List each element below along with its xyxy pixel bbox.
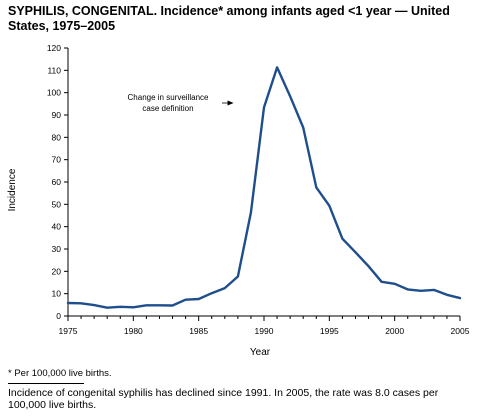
data-point [119,305,122,308]
y-axis-label: Incidence [7,168,18,211]
data-point [302,126,305,129]
data-point [328,204,331,207]
data-point [459,297,461,300]
data-point [236,275,239,278]
x-tick-label: 2000 [385,326,404,336]
chart-title: SYPHILIS, CONGENITAL. Incidence* among i… [8,4,450,33]
data-point [380,280,383,283]
y-tick-label: 20 [52,266,62,276]
data-point [354,251,357,254]
data-point [419,289,422,292]
data-point [367,265,370,268]
data-point [210,292,213,295]
data-point [145,304,148,307]
caption: Incidence of congenital syphilis has dec… [8,387,439,411]
data-point [158,304,161,307]
data-point [315,186,318,189]
data-point [197,298,200,300]
data-point [67,302,69,304]
x-axis-label: Year [250,347,271,358]
y-tick-label: 40 [52,222,62,232]
data-point [106,306,109,309]
data-point [393,282,396,285]
y-tick-label: 110 [47,65,61,75]
data-point [406,288,409,291]
data-point [432,288,435,291]
y-tick-label: 80 [52,132,62,142]
chart-series [66,66,462,309]
footnote-divider [8,383,84,384]
x-tick-label: 1995 [320,326,339,336]
y-tick-label: 120 [47,43,61,53]
x-tick-label: 1975 [59,326,78,336]
annotation-arrowhead [227,100,234,106]
data-point [223,287,226,289]
data-point [80,302,82,305]
chart-axes: 0 10 20 30 40 50 60 70 80 90 100 110 120 1975 1980 1985… [47,43,470,336]
y-tick-label: 100 [47,88,61,98]
x-tick-label: 1980 [124,326,143,336]
data-point [171,304,174,307]
data-point [289,95,292,98]
data-point [341,237,344,240]
data-point [250,211,252,214]
annotation-text: Change in surveillance [128,93,209,102]
y-tick-label: 90 [52,110,62,120]
data-point [263,106,265,109]
data-point [446,293,448,296]
data-point [93,304,96,306]
y-tick-label: 70 [52,155,62,165]
chart-labels: Year Incidence Change in surveillance case … [7,93,271,358]
x-tick-label: 1990 [255,326,274,336]
y-tick-label: 10 [52,289,62,299]
series-line [66,66,462,309]
footnote: * Per 100,000 live births. [8,368,112,379]
data-point [276,66,278,69]
x-tick-label: 2005 [451,326,470,336]
y-tick-label: 30 [52,244,62,254]
y-tick-label: 50 [52,199,62,209]
y-tick-label: 0 [56,311,61,321]
data-point [132,306,135,309]
annotation-text: case definition [142,104,193,113]
data-point [184,298,187,301]
x-tick-label: 1985 [189,326,208,336]
y-tick-label: 60 [52,177,62,187]
